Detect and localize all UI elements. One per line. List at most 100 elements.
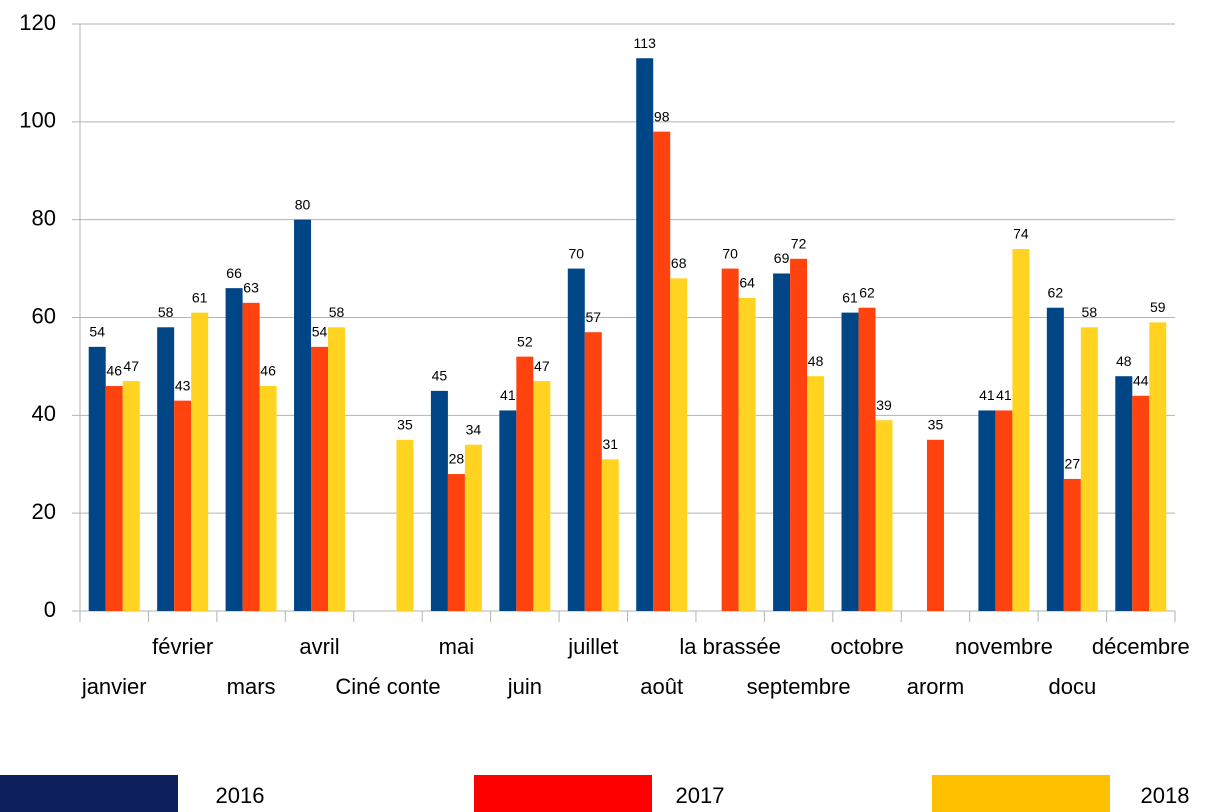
bar [533, 381, 551, 611]
bar [841, 312, 859, 611]
bar [858, 307, 876, 611]
bar [191, 312, 209, 611]
legend-label: 2018 [1141, 783, 1190, 808]
value-label: 62 [1048, 284, 1064, 300]
bar [516, 356, 534, 611]
value-label: 58 [329, 304, 345, 320]
value-label: 57 [585, 309, 601, 325]
value-label: 34 [466, 421, 482, 437]
y-tick-label: 20 [32, 499, 56, 524]
value-label: 54 [312, 324, 328, 340]
bar [584, 332, 602, 611]
bar [122, 381, 140, 611]
legend-swatch [0, 775, 178, 812]
bar [1080, 327, 1098, 611]
x-tick-label: Ciné conte [335, 674, 440, 699]
bar [464, 444, 482, 611]
value-label: 48 [808, 353, 824, 369]
y-tick-label: 0 [44, 597, 56, 622]
x-tick-label: docu [1048, 674, 1096, 699]
value-label: 74 [1013, 226, 1029, 242]
x-tick-label: octobre [830, 634, 903, 659]
legend-swatch [474, 775, 652, 812]
value-label: 35 [397, 416, 413, 432]
bar [430, 390, 448, 611]
bar [396, 439, 414, 611]
bar [242, 302, 260, 611]
value-label: 47 [123, 358, 139, 374]
bar [636, 58, 654, 612]
value-label: 68 [671, 255, 687, 271]
value-label: 39 [876, 397, 892, 413]
bar [1132, 395, 1150, 611]
value-label: 62 [859, 284, 875, 300]
value-label: 28 [449, 451, 465, 467]
value-label: 31 [602, 436, 618, 452]
x-tick-label: juin [507, 674, 542, 699]
x-tick-label: décembre [1092, 634, 1190, 659]
value-label: 63 [243, 280, 259, 296]
value-label: 41 [979, 387, 995, 403]
bar [1149, 322, 1167, 611]
bar [790, 258, 808, 611]
bar [875, 420, 893, 611]
value-label: 35 [928, 416, 944, 432]
value-label: 70 [722, 245, 738, 261]
y-tick-label: 80 [32, 205, 56, 230]
bar [995, 410, 1013, 611]
bar [1063, 478, 1081, 611]
value-label: 46 [106, 363, 122, 379]
bar [1115, 376, 1133, 611]
y-tick-label: 100 [19, 108, 56, 133]
bar [294, 219, 312, 611]
x-tick-label: janvier [81, 674, 147, 699]
bar [447, 474, 465, 611]
bar [978, 410, 996, 611]
value-label: 70 [568, 245, 584, 261]
value-label: 46 [260, 363, 276, 379]
value-label: 61 [842, 289, 858, 305]
value-label: 72 [791, 236, 807, 252]
bar [807, 376, 825, 611]
bar [225, 288, 243, 611]
bar [259, 385, 277, 611]
bar [1046, 307, 1064, 611]
x-tick-label: septembre [747, 674, 851, 699]
bar [653, 131, 671, 611]
value-label: 41 [500, 387, 516, 403]
x-tick-label: août [640, 674, 683, 699]
y-tick-label: 120 [19, 10, 56, 35]
value-label: 47 [534, 358, 550, 374]
x-tick-label: arorm [907, 674, 964, 699]
bar [88, 346, 106, 611]
value-label: 113 [634, 35, 657, 51]
value-label: 69 [774, 250, 790, 266]
bar [311, 346, 329, 611]
x-tick-label: juillet [567, 634, 618, 659]
value-label: 58 [1082, 304, 1098, 320]
bar [105, 385, 123, 611]
bar [499, 410, 517, 611]
bar [670, 278, 688, 611]
value-label: 52 [517, 333, 533, 349]
value-label: 80 [295, 196, 311, 212]
value-label: 48 [1116, 353, 1132, 369]
x-tick-label: février [152, 634, 213, 659]
x-tick-label: mars [227, 674, 276, 699]
bar [174, 400, 192, 611]
value-label: 58 [158, 304, 174, 320]
y-tick-label: 40 [32, 401, 56, 426]
x-tick-label: la brassée [679, 634, 781, 659]
value-label: 64 [739, 275, 755, 291]
bar [926, 439, 944, 611]
value-label: 43 [175, 377, 191, 393]
value-label: 41 [996, 387, 1012, 403]
bar [738, 297, 756, 611]
bar [773, 273, 791, 611]
bar [567, 268, 585, 611]
value-label: 54 [89, 324, 105, 340]
legend-swatch [932, 775, 1110, 812]
value-label: 66 [226, 265, 242, 281]
legend-label: 2017 [676, 783, 725, 808]
